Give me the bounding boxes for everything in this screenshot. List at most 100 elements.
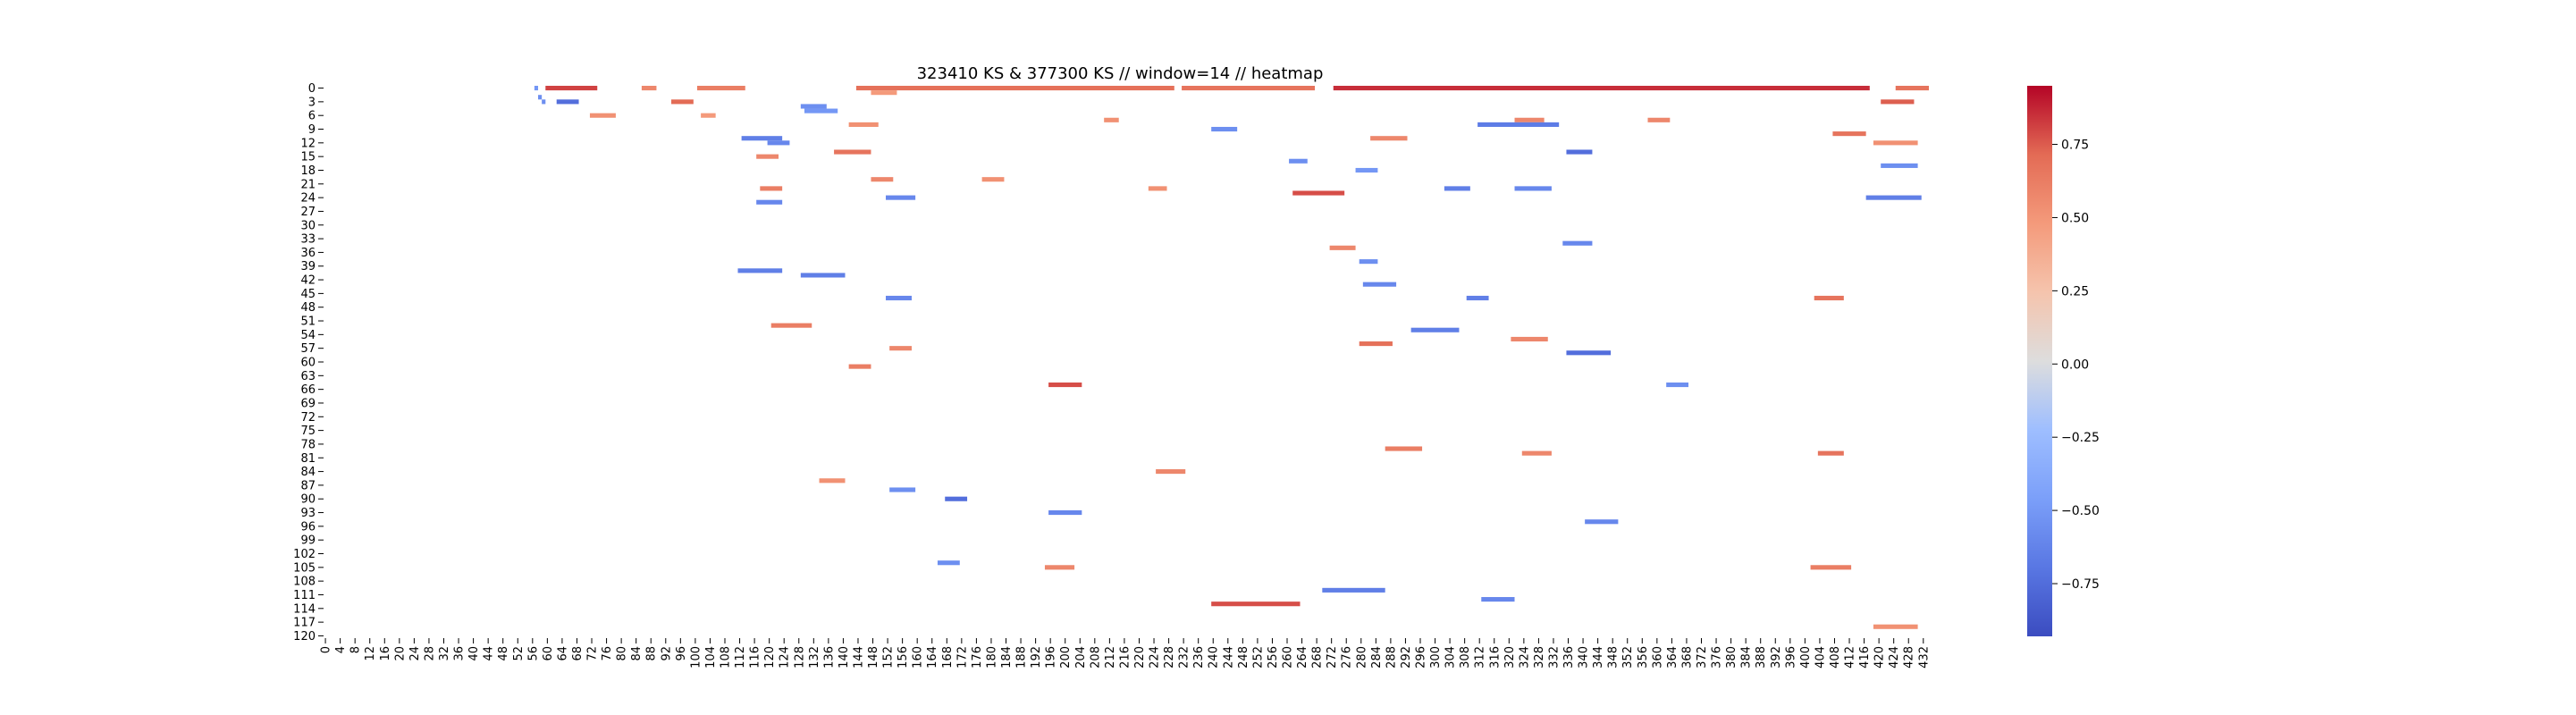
heatmap-cell-run	[1148, 186, 1167, 191]
y-tick-label: 72	[300, 411, 316, 425]
chart-title: 323410 KS & 377300 KS // window=14 // he…	[917, 64, 1324, 83]
heatmap-cell-run	[1895, 86, 1929, 91]
y-tick-label: 3	[308, 96, 316, 109]
heatmap-cells	[534, 86, 1929, 629]
heatmap-cell-run	[1814, 295, 1844, 301]
y-tick-label: 45	[300, 288, 316, 301]
heatmap-cell-run	[1865, 195, 1922, 200]
heatmap-cell-run	[545, 86, 598, 91]
x-tick-label: 20	[393, 646, 407, 661]
heatmap-cell-run	[1410, 327, 1460, 332]
heatmap-cell-run	[1817, 450, 1844, 456]
x-tick-label: 304	[1444, 646, 1458, 669]
heatmap-cell-run	[1511, 336, 1548, 342]
heatmap-cell-run	[871, 90, 897, 96]
x-tick-label: 104	[704, 646, 718, 669]
x-tick-label: 36	[453, 646, 467, 661]
y-tick-label: 63	[300, 370, 316, 383]
x-tick-label: 244	[1222, 646, 1235, 669]
x-tick-label: 264	[1296, 646, 1309, 669]
heatmap-cell-run	[1048, 509, 1082, 516]
heatmap-cell-run	[760, 186, 783, 191]
colorbar	[2027, 86, 2052, 636]
y-tick-label: 51	[300, 315, 316, 329]
x-tick-label: 12	[364, 646, 377, 661]
heatmap-cell-run	[1810, 565, 1852, 570]
heatmap-cell-run	[1048, 382, 1082, 388]
x-tick-label: 140	[838, 646, 851, 669]
y-tick-label: 42	[300, 274, 316, 288]
heatmap-cell-run	[756, 199, 783, 205]
heatmap-cell-run	[1362, 282, 1397, 287]
y-tick-label: 48	[300, 301, 316, 315]
heatmap-cell-run	[1514, 117, 1545, 122]
x-tick-label: 28	[423, 646, 436, 661]
x-tick-label: 192	[1030, 646, 1043, 669]
heatmap-cell-run	[1666, 382, 1689, 388]
x-tick-label: 224	[1149, 646, 1162, 669]
heatmap-cell-run	[671, 99, 694, 105]
heatmap-cell-run	[538, 95, 543, 100]
heatmap-cell-run	[1585, 519, 1619, 525]
x-tick-label: 196	[1045, 646, 1058, 669]
y-tick-label: 84	[300, 466, 316, 479]
heatmap-cell-run	[696, 86, 745, 91]
y-tick-label: 90	[300, 493, 316, 507]
x-tick-label: 236	[1192, 646, 1206, 669]
x-tick-label: 124	[779, 646, 792, 669]
heatmap-cell-run	[641, 86, 657, 91]
x-tick-label: 60	[542, 646, 555, 661]
y-tick-label: 0	[308, 82, 316, 96]
heatmap-cell-run	[1566, 149, 1593, 155]
heatmap-cell-run	[1873, 624, 1918, 629]
x-tick-label: 320	[1503, 646, 1517, 669]
x-tick-label: 416	[1858, 646, 1872, 669]
heatmap-cell-run	[770, 323, 812, 328]
x-tick-label: 336	[1562, 646, 1576, 669]
x-tick-label: 96	[675, 646, 688, 661]
heatmap-cell-run	[981, 177, 1005, 182]
x-tick-label: 256	[1267, 646, 1280, 669]
y-tick-label: 60	[300, 357, 316, 370]
x-tick-label: 88	[645, 646, 659, 661]
x-tick-label: 64	[556, 646, 569, 661]
x-tick-label: 0	[320, 646, 333, 653]
x-tick-label: 372	[1696, 646, 1709, 669]
x-tick-label: 368	[1680, 646, 1694, 669]
x-tick-label: 360	[1651, 646, 1664, 669]
y-tick-label: 21	[300, 178, 316, 191]
x-tick-label: 176	[971, 646, 984, 669]
x-tick-label: 112	[734, 646, 747, 669]
x-tick-label: 32	[438, 646, 451, 661]
y-tick-label: 36	[300, 247, 316, 260]
x-tick-label: 380	[1725, 646, 1738, 669]
x-tick-label: 252	[1251, 646, 1265, 669]
heatmap-cell-run	[1444, 186, 1470, 191]
x-tick-label: 312	[1474, 646, 1487, 669]
heatmap-cell-run	[1211, 601, 1301, 607]
heatmap-cell-run	[889, 346, 912, 351]
y-tick-label: 99	[300, 534, 316, 548]
x-tick-label: 76	[601, 646, 614, 661]
heatmap-cell-run	[1832, 131, 1866, 137]
heatmap-cell-run	[819, 478, 846, 484]
x-tick-label: 4	[334, 646, 348, 653]
x-tick-label: 148	[867, 646, 880, 669]
heatmap-cell-run	[1881, 163, 1918, 168]
y-tick-label: 120	[293, 630, 316, 644]
heatmap-cell-run	[1477, 122, 1560, 127]
x-tick-label: 408	[1829, 646, 1842, 669]
x-tick-label: 168	[941, 646, 955, 669]
y-tick-label: 78	[300, 438, 316, 451]
y-tick-label: 33	[300, 233, 316, 247]
x-tick-label: 160	[912, 646, 925, 669]
x-tick-label: 208	[1089, 646, 1102, 669]
x-tick-label: 120	[763, 646, 777, 669]
y-tick-label: 15	[300, 151, 316, 164]
x-tick-label: 68	[571, 646, 585, 661]
heatmap-cell-run	[800, 273, 846, 278]
heatmap-cell-run	[886, 295, 912, 301]
x-tick-label: 308	[1459, 646, 1472, 669]
x-tick-label: 412	[1844, 646, 1857, 669]
